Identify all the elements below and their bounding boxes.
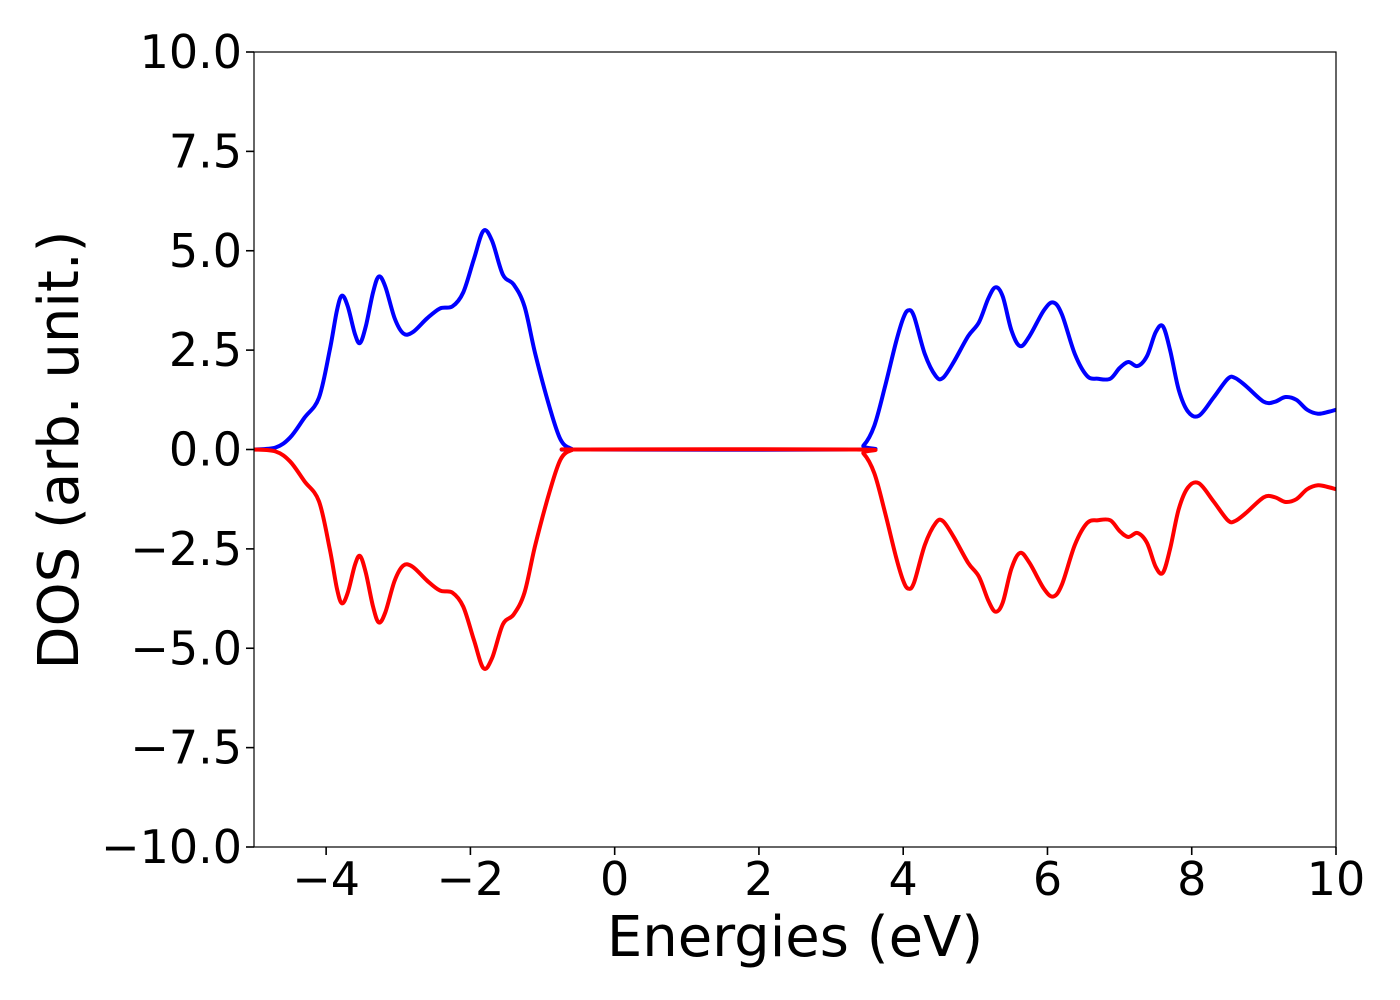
x-axis-label: Energies (eV) — [607, 905, 983, 970]
x-tick-label: −4 — [292, 852, 360, 906]
y-axis-label: DOS (arb. unit.) — [27, 230, 92, 669]
y-tick-label: −10.0 — [101, 820, 242, 874]
dos-line-negative — [254, 447, 1336, 671]
series-group — [254, 228, 1336, 671]
x-tick-label: 6 — [1033, 852, 1062, 906]
y-tick-label: 10.0 — [140, 25, 242, 79]
y-tick-label: 7.5 — [169, 124, 242, 178]
y-tick-label: 0.0 — [169, 423, 242, 477]
y-tick-label: 2.5 — [169, 323, 242, 377]
dos-line-positive — [254, 228, 1336, 452]
y-axis: 10.0 7.5 5.0 2.5 0.0 −2.5 −5.0 −7.5 −10.0 — [101, 25, 254, 874]
x-tick-label: 2 — [744, 852, 773, 906]
x-tick-label: 10 — [1307, 852, 1366, 906]
x-tick-label: 8 — [1177, 852, 1206, 906]
x-tick-label: −2 — [436, 852, 504, 906]
y-tick-label: −5.0 — [130, 621, 242, 675]
x-tick-label: 4 — [889, 852, 918, 906]
x-axis: −4 −2 0 2 4 6 8 10 — [292, 847, 1365, 906]
y-tick-label: −7.5 — [130, 721, 242, 775]
y-tick-label: 5.0 — [169, 224, 242, 278]
x-tick-label: 0 — [600, 852, 629, 906]
y-tick-label: −2.5 — [130, 522, 242, 576]
